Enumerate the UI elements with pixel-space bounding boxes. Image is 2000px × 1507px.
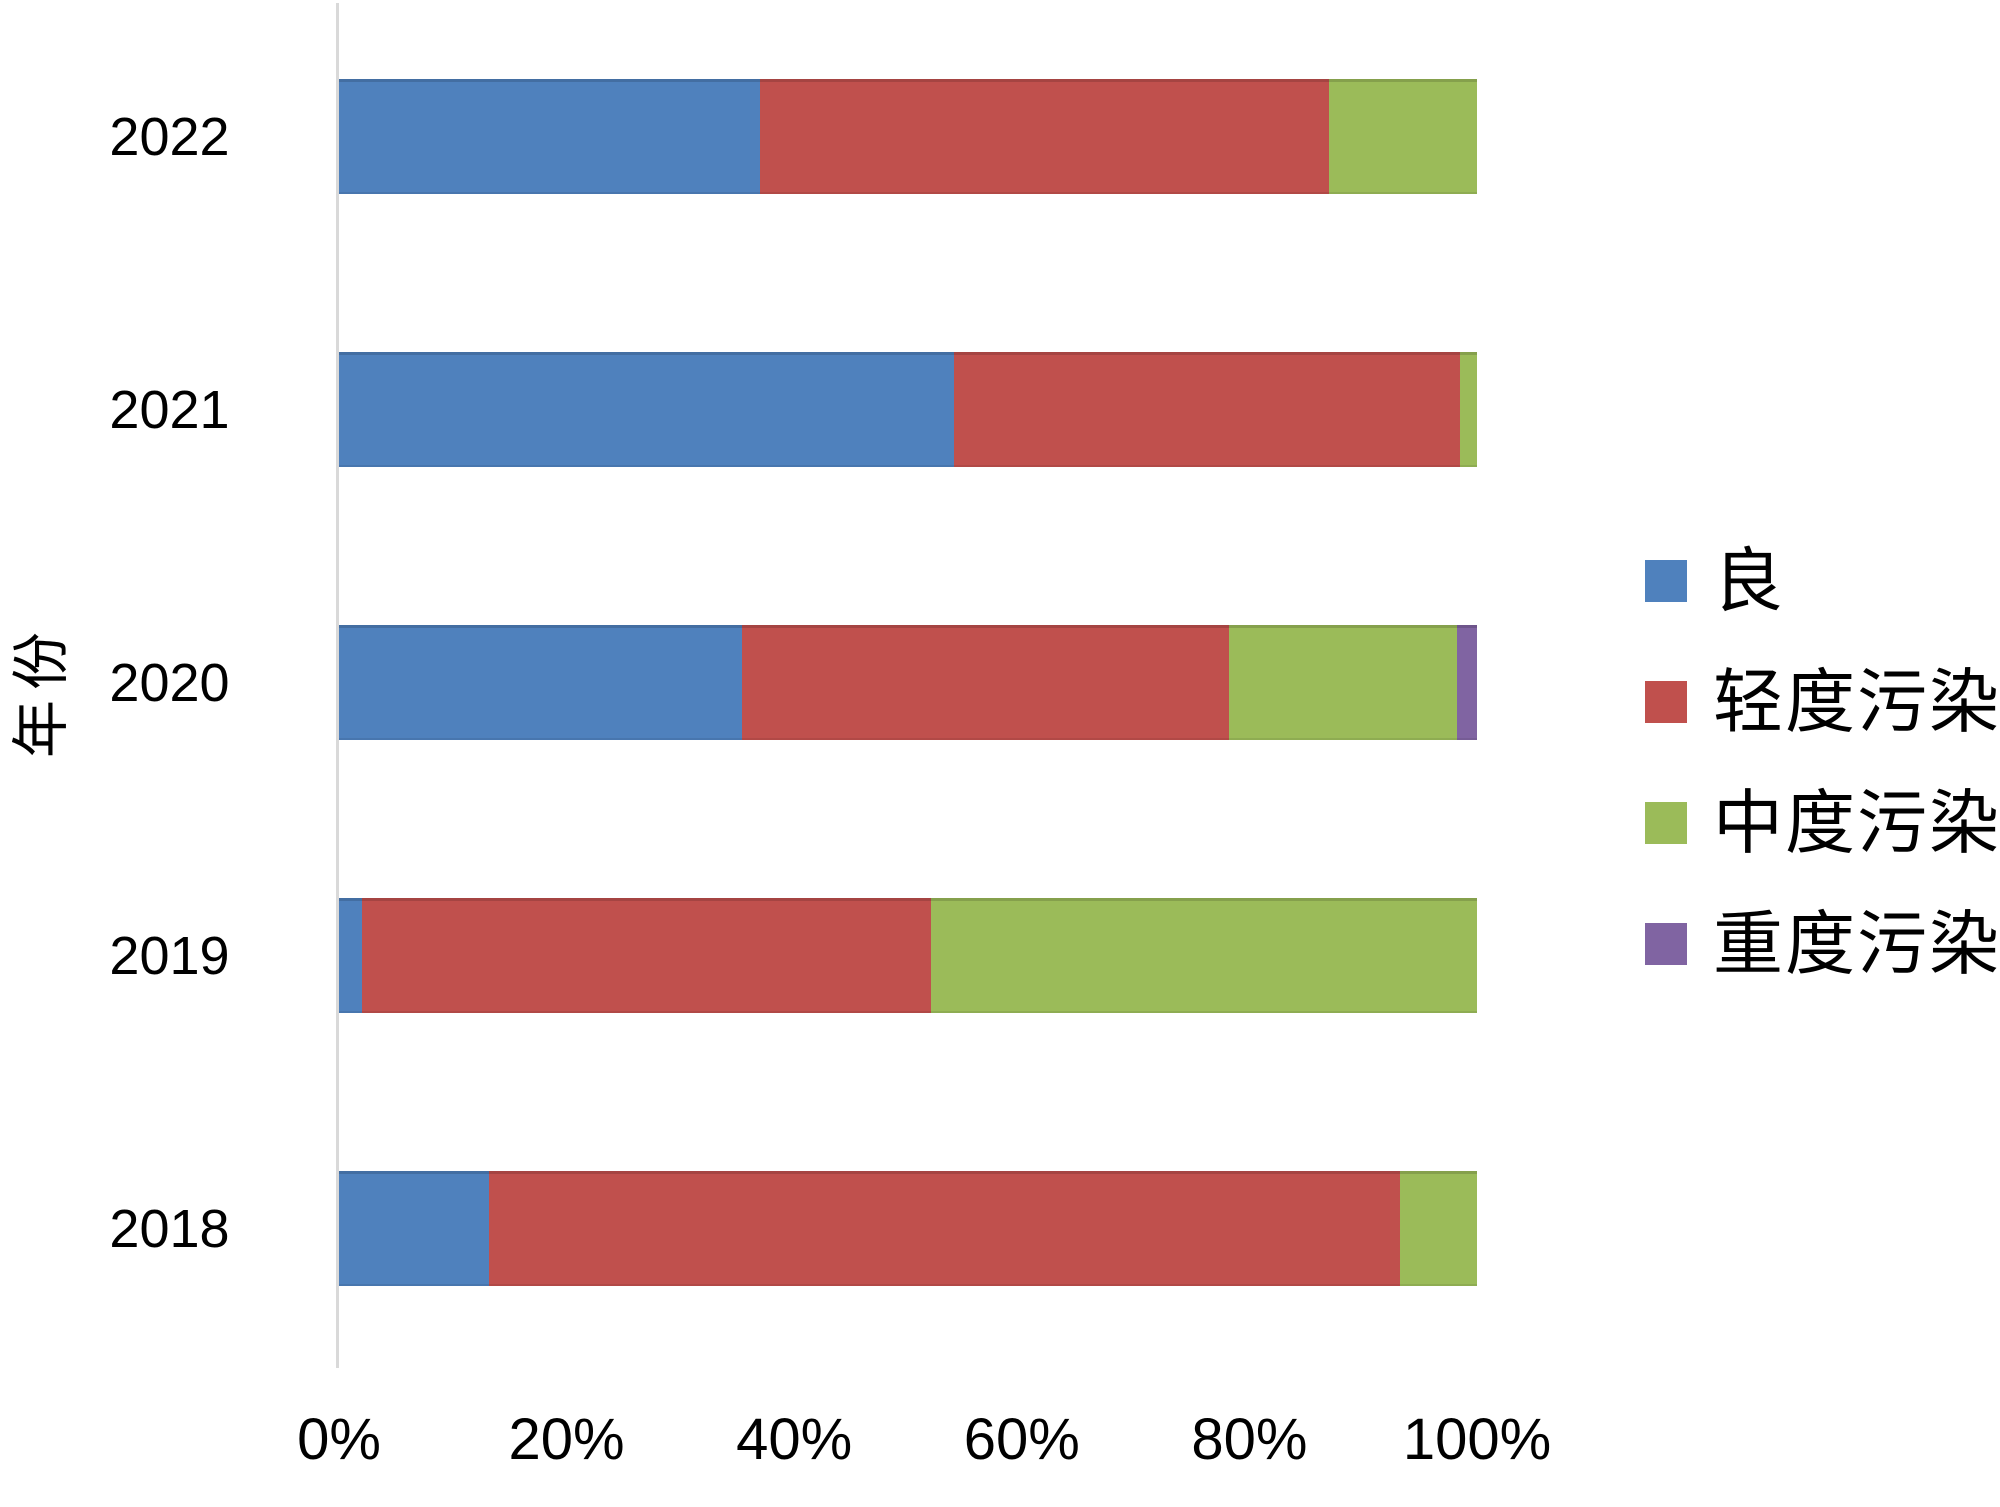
- bar-segment: [1228, 625, 1457, 740]
- bar-row: 2021: [0, 273, 2000, 546]
- legend-label: 轻度污染: [1713, 660, 2000, 743]
- bar-row: 2022: [0, 0, 2000, 273]
- bar-track: [339, 1171, 1477, 1286]
- bar-segment: [339, 1171, 490, 1286]
- bar-segment: [1329, 79, 1477, 194]
- bar-segment: [361, 898, 931, 1013]
- bar-segment: [339, 625, 742, 740]
- bar-segment: [741, 625, 1229, 740]
- legend-swatch-icon: [1645, 801, 1687, 844]
- legend-item: 轻度污染: [1645, 641, 2000, 762]
- bar-row: 2018: [0, 1092, 2000, 1365]
- x-tick-label: 0%: [297, 1407, 381, 1472]
- bar-segment: [930, 898, 1477, 1013]
- bar-row: 2020: [0, 546, 2000, 819]
- y-axis-line: [336, 3, 339, 1368]
- bar-segment: [760, 79, 1330, 194]
- x-tick-label: 40%: [736, 1407, 853, 1472]
- legend-label: 中度污染: [1713, 781, 2000, 864]
- legend-swatch-icon: [1645, 680, 1687, 723]
- legend-swatch-icon: [1645, 559, 1687, 602]
- legend-item: 重度污染: [1645, 883, 2000, 1004]
- category-label: 2022: [109, 106, 230, 167]
- category-label: 2021: [109, 379, 230, 440]
- bar-track: [339, 352, 1477, 467]
- x-tick-label: 20%: [508, 1407, 625, 1472]
- x-tick-label: 80%: [1191, 1407, 1308, 1472]
- bar-segment: [339, 79, 761, 194]
- legend: 良轻度污染中度污染重度污染: [1645, 520, 2000, 1004]
- bar-segment: [339, 352, 954, 467]
- bar-segment: [1399, 1171, 1477, 1286]
- legend-item: 良: [1645, 520, 2000, 641]
- bar-rows: 2022 2021 2020 2019 2018: [0, 0, 2000, 1365]
- bar-segment: [339, 898, 362, 1013]
- bar-segment: [489, 1171, 1400, 1286]
- bar-row: 2019: [0, 819, 2000, 1092]
- x-tick-label: 100%: [1402, 1407, 1552, 1472]
- legend-swatch-icon: [1645, 922, 1687, 965]
- legend-label: 重度污染: [1713, 902, 2000, 985]
- category-label: 2020: [109, 652, 230, 713]
- bar-segment: [1459, 352, 1477, 467]
- category-label: 2018: [109, 1198, 230, 1259]
- bar-track: [339, 625, 1477, 740]
- legend-item: 中度污染: [1645, 762, 2000, 883]
- x-tick-label: 60%: [963, 1407, 1080, 1472]
- bar-track: [339, 79, 1477, 194]
- bar-track: [339, 898, 1477, 1013]
- legend-label: 良: [1713, 539, 1785, 622]
- bar-segment: [1456, 625, 1477, 740]
- category-label: 2019: [109, 925, 230, 986]
- bar-segment: [953, 352, 1460, 467]
- x-axis-tick-labels: 0% 20% 40% 60% 80% 100%: [297, 1407, 1551, 1498]
